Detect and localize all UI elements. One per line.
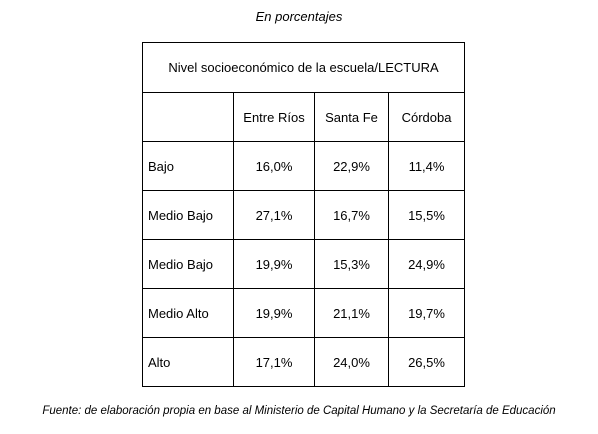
table-cell: 26,5% — [387, 337, 466, 387]
column-header-empty — [142, 92, 234, 142]
table-row: Medio Bajo 19,9% 15,3% 24,9% — [142, 239, 466, 289]
table-row: Medio Bajo 27,1% 16,7% 15,5% — [142, 190, 466, 240]
column-header-cordoba: Córdoba — [387, 92, 466, 142]
table-cell: 16,0% — [233, 141, 315, 191]
row-label: Medio Alto — [142, 288, 234, 338]
table-row: Medio Alto 19,9% 21,1% 19,7% — [142, 288, 466, 338]
table-title: Nivel socioeconómico de la escuela/LECTU… — [141, 42, 466, 93]
column-header-entre-rios: Entre Ríos — [233, 92, 315, 142]
table-cell: 16,7% — [314, 190, 389, 240]
row-label: Medio Bajo — [142, 190, 234, 240]
table-cell: 19,7% — [387, 288, 466, 338]
table-caption: En porcentajes — [255, 9, 343, 24]
source-note: Fuente: de elaboración propia en base al… — [42, 405, 556, 417]
table-cell: 15,5% — [387, 190, 466, 240]
table-cell: 19,9% — [233, 239, 315, 289]
row-label: Medio Bajo — [142, 239, 234, 289]
row-label: Bajo — [142, 141, 234, 191]
table-row: Bajo 16,0% 22,9% 11,4% — [142, 141, 466, 191]
table-cell: 27,1% — [233, 190, 315, 240]
table-cell: 11,4% — [387, 141, 466, 191]
table-row: Alto 17,1% 24,0% 26,5% — [142, 337, 466, 387]
table-cell: 17,1% — [233, 337, 315, 387]
table-title-row: Nivel socioeconómico de la escuela/LECTU… — [141, 42, 466, 93]
table-cell: 19,9% — [233, 288, 315, 338]
row-label: Alto — [142, 337, 234, 387]
table-cell: 21,1% — [314, 288, 389, 338]
data-table: Nivel socioeconómico de la escuela/LECTU… — [141, 42, 466, 387]
table-cell: 22,9% — [314, 141, 389, 191]
table-cell: 15,3% — [314, 239, 389, 289]
table-header-row: Entre Ríos Santa Fe Córdoba — [142, 92, 466, 142]
column-header-santa-fe: Santa Fe — [314, 92, 389, 142]
table-cell: 24,0% — [314, 337, 389, 387]
table-cell: 24,9% — [387, 239, 466, 289]
